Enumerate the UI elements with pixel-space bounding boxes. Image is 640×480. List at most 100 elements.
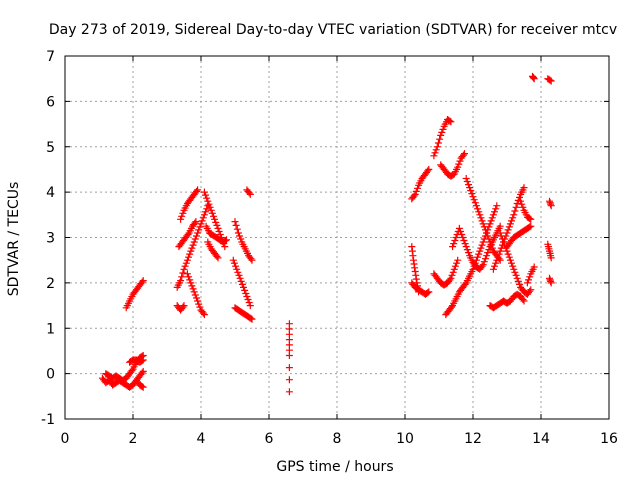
data-point xyxy=(474,253,481,261)
data-point xyxy=(195,226,203,234)
data-point xyxy=(482,226,489,234)
data-point xyxy=(547,277,555,285)
x-tick-label: 10 xyxy=(396,431,414,447)
data-point xyxy=(455,160,463,168)
data-point xyxy=(476,211,484,219)
data-point xyxy=(461,240,469,248)
y-tick-label: -1 xyxy=(41,412,55,428)
data-point xyxy=(424,167,432,175)
data-point xyxy=(478,241,486,249)
data-point xyxy=(479,220,487,228)
data-point xyxy=(415,288,423,296)
data-point xyxy=(480,258,488,266)
data-point xyxy=(479,261,487,269)
x-tick-label: 16 xyxy=(600,431,618,447)
data-point xyxy=(128,367,136,375)
data-point xyxy=(285,376,293,384)
data-point xyxy=(199,309,207,317)
data-point xyxy=(236,232,243,240)
data-point xyxy=(509,262,517,270)
data-point xyxy=(229,256,237,264)
data-point xyxy=(488,214,496,222)
data-point xyxy=(452,234,460,241)
data-point xyxy=(448,303,455,311)
data-point xyxy=(496,247,504,255)
data-point xyxy=(462,175,470,182)
data-point xyxy=(472,202,480,210)
data-point xyxy=(189,241,197,249)
data-point xyxy=(465,249,472,257)
data-point xyxy=(468,190,476,198)
data-point xyxy=(508,217,515,225)
data-point xyxy=(449,268,457,276)
data-point xyxy=(178,212,186,220)
data-point xyxy=(493,202,501,210)
data-point xyxy=(483,229,491,237)
data-point xyxy=(501,235,509,243)
data-point xyxy=(492,259,500,267)
data-point xyxy=(180,302,188,310)
data-point xyxy=(198,217,206,225)
data-point xyxy=(496,229,504,237)
data-point xyxy=(520,297,528,305)
data-point xyxy=(425,165,433,173)
y-axis-label: SDTVAR / TECUs xyxy=(6,182,22,297)
data-point xyxy=(193,187,200,195)
data-point xyxy=(138,383,146,390)
data-point xyxy=(489,211,497,219)
data-point xyxy=(477,244,485,252)
data-point xyxy=(191,219,199,227)
data-point xyxy=(190,238,198,246)
data-point xyxy=(177,215,185,223)
data-point xyxy=(527,222,535,230)
data-point xyxy=(410,192,418,200)
data-point xyxy=(200,188,208,196)
data-point xyxy=(177,277,185,285)
data-point xyxy=(182,259,190,267)
data-point xyxy=(186,250,194,258)
data-point xyxy=(439,125,447,133)
data-point xyxy=(492,205,500,213)
data-point xyxy=(184,231,192,238)
data-point xyxy=(205,200,213,208)
data-point xyxy=(233,225,241,233)
data-point xyxy=(530,75,538,83)
data-point xyxy=(461,280,469,288)
y-tick-label: 6 xyxy=(46,94,55,110)
data-point xyxy=(484,232,492,240)
data-point xyxy=(526,287,534,295)
data-point xyxy=(434,139,442,147)
data-point xyxy=(178,273,186,281)
data-point xyxy=(185,273,192,281)
data-point xyxy=(450,240,458,248)
data-point xyxy=(212,218,220,226)
data-point xyxy=(459,234,467,241)
data-point xyxy=(497,244,505,252)
data-point xyxy=(187,247,195,255)
data-point xyxy=(506,256,514,264)
data-point xyxy=(213,221,221,229)
data-point xyxy=(214,224,222,232)
data-point xyxy=(188,244,196,252)
data-point xyxy=(241,286,249,294)
data-point xyxy=(486,238,494,246)
data-point xyxy=(526,215,534,223)
data-point xyxy=(237,235,245,243)
data-point xyxy=(526,223,534,231)
data-point xyxy=(511,207,519,215)
data-point xyxy=(547,254,555,262)
data-point xyxy=(454,163,462,171)
data-point xyxy=(138,369,146,377)
data-point xyxy=(432,146,440,154)
data-point xyxy=(206,203,214,211)
y-tick-label: 1 xyxy=(46,321,55,337)
data-point xyxy=(493,256,501,264)
data-point xyxy=(485,235,493,243)
data-point xyxy=(189,285,197,293)
data-point xyxy=(210,212,217,220)
data-point xyxy=(517,197,525,205)
data-point xyxy=(231,218,239,226)
data-point xyxy=(484,249,492,257)
